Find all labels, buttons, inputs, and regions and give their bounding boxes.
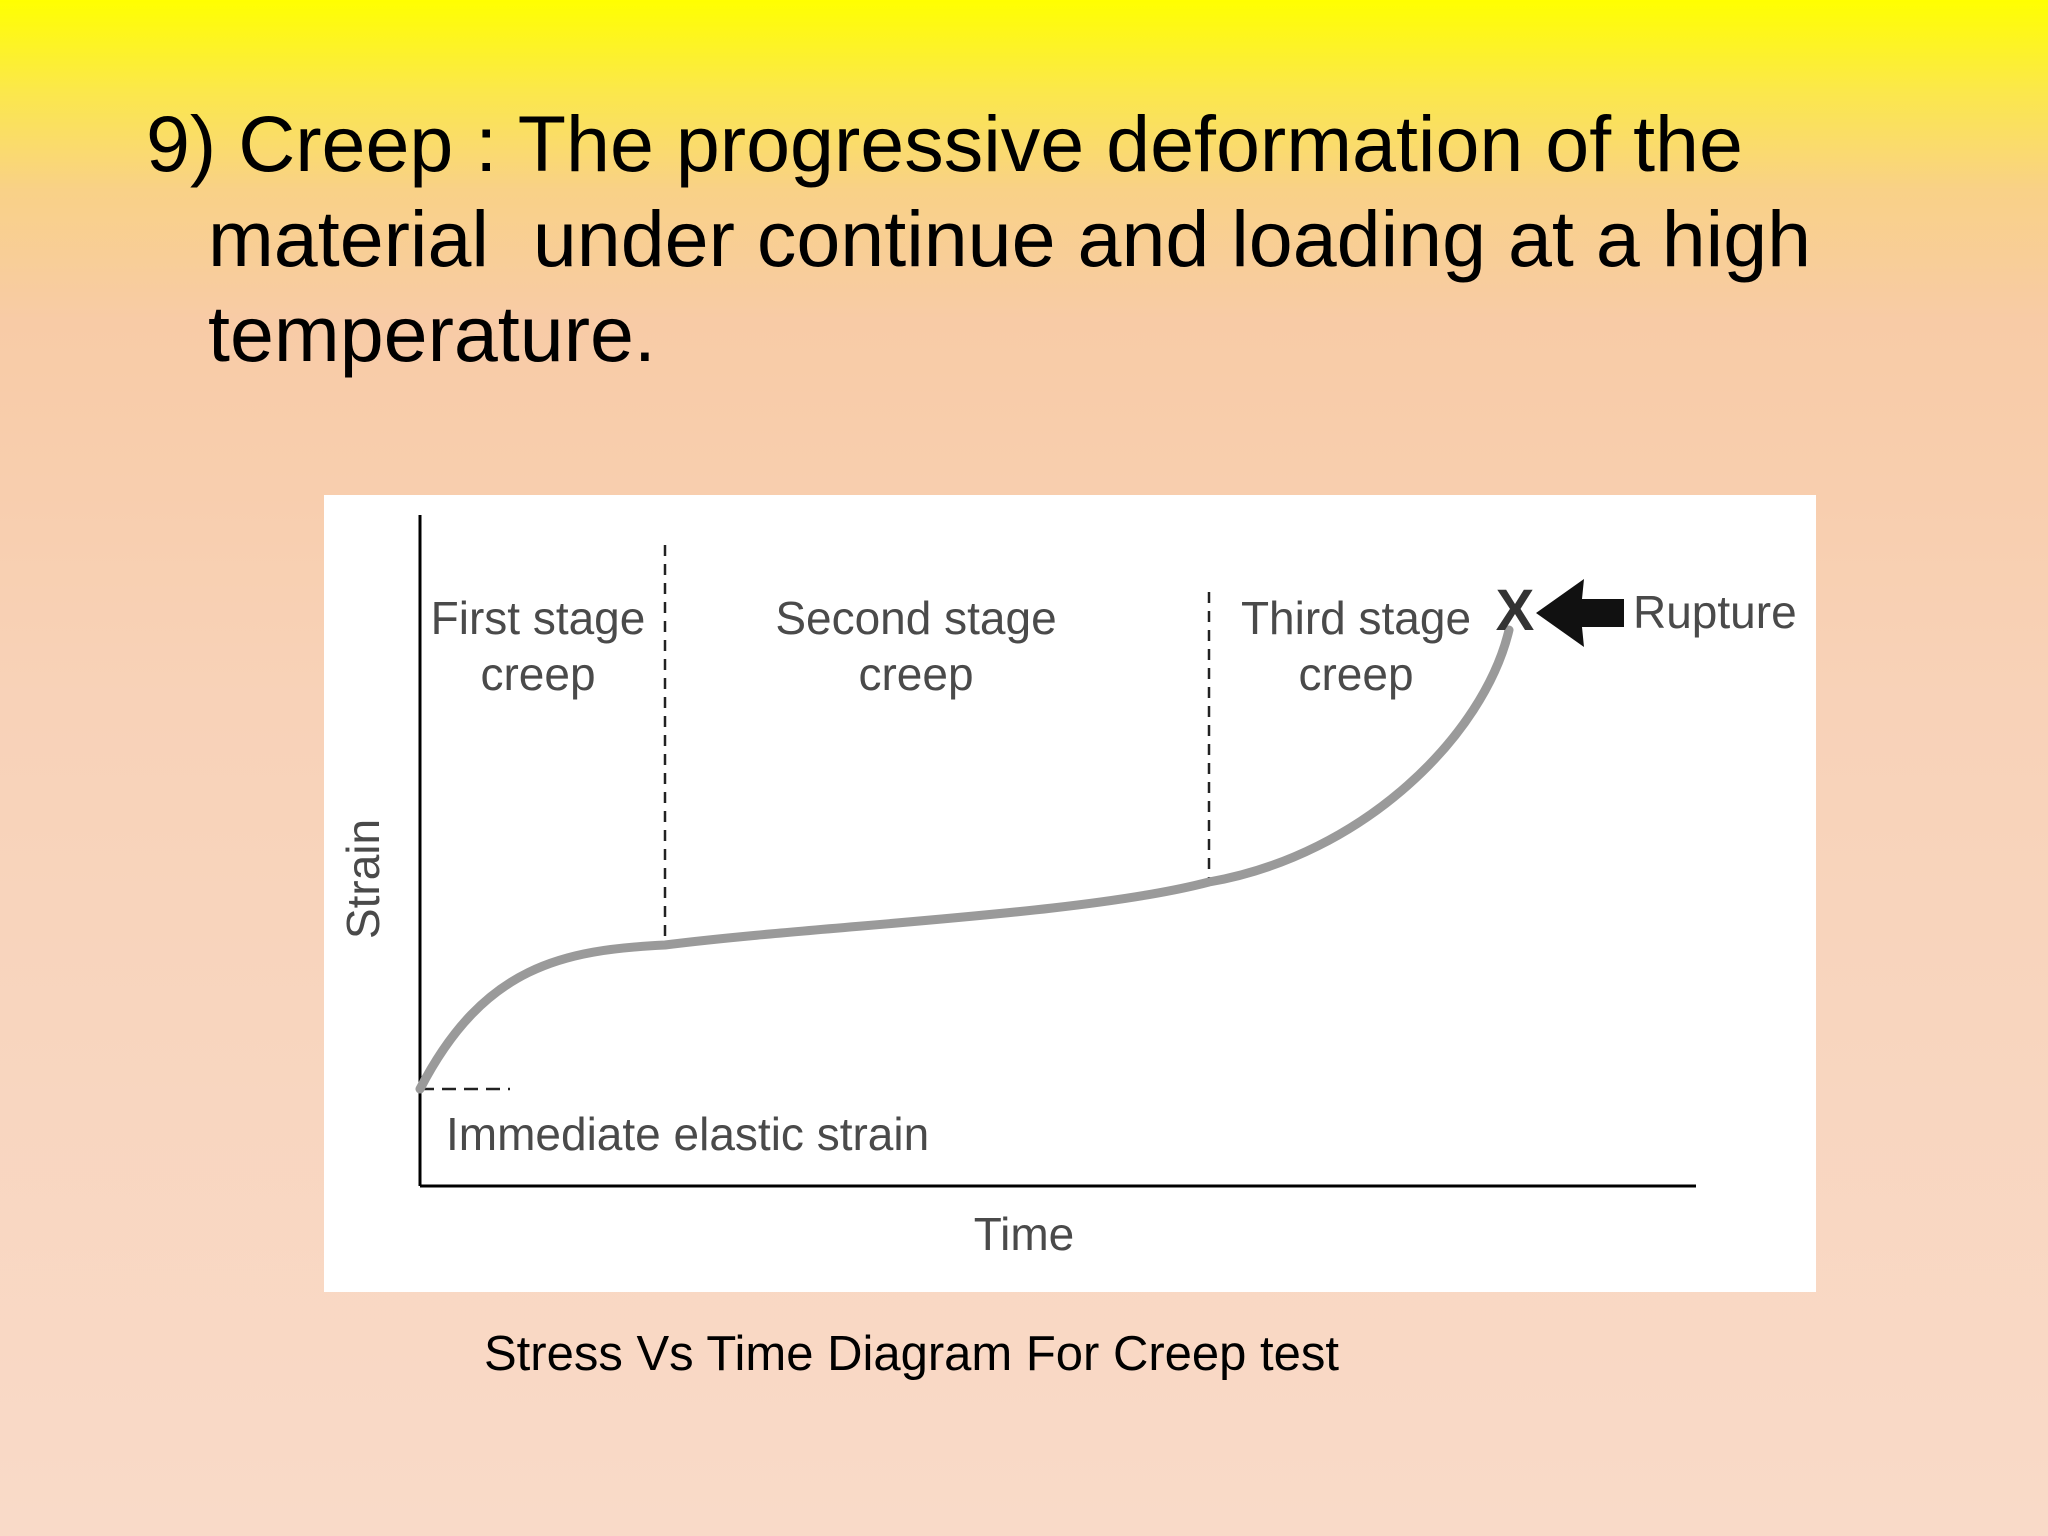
x-axis-label: Time bbox=[974, 1208, 1075, 1260]
stage-3-label-line1: Third stage bbox=[1241, 592, 1471, 644]
elastic-strain-label: Immediate elastic strain bbox=[446, 1108, 929, 1160]
stage-1-label-line2: creep bbox=[480, 648, 595, 700]
left-arrow-icon bbox=[1536, 579, 1624, 647]
slide-title: 9) Creep : The progressive deformation o… bbox=[146, 96, 1966, 381]
title-line-2: material under continue and loading at a… bbox=[208, 194, 1812, 283]
stage-3-label-line2: creep bbox=[1298, 648, 1413, 700]
creep-curve bbox=[415, 625, 1514, 1094]
stage-2-label-line1: Second stage bbox=[775, 592, 1056, 644]
stage-2-label-line2: creep bbox=[858, 648, 973, 700]
rupture-label: Rupture bbox=[1633, 586, 1797, 638]
creep-diagram-svg: First stage creep Second stage creep Thi… bbox=[337, 515, 1797, 1260]
title-line-1: 9) Creep : The progressive deformation o… bbox=[146, 99, 1743, 188]
rupture-marker: X bbox=[1496, 578, 1535, 643]
title-line-3: temperature. bbox=[208, 289, 656, 378]
creep-diagram: First stage creep Second stage creep Thi… bbox=[324, 495, 1816, 1292]
stage-1-label-line1: First stage bbox=[431, 592, 646, 644]
diagram-caption: Stress Vs Time Diagram For Creep test bbox=[484, 1327, 1340, 1381]
y-axis-label: Strain bbox=[337, 819, 389, 939]
